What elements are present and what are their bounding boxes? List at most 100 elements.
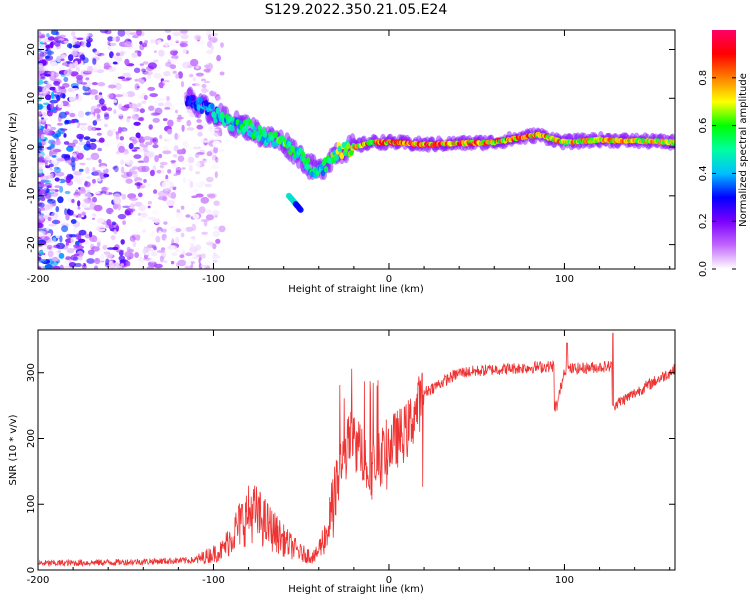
noise-speckle — [39, 53, 45, 58]
snr-frame — [37, 329, 676, 571]
noise-speckle — [180, 232, 185, 238]
noise-speckle — [139, 41, 143, 45]
noise-speckle — [69, 112, 76, 118]
noise-speckle — [108, 148, 114, 156]
noise-speckle — [55, 31, 60, 36]
noise-speckle — [92, 191, 101, 194]
noise-speckle — [190, 236, 196, 240]
noise-speckle — [45, 55, 50, 59]
noise-speckle — [175, 109, 178, 114]
noise-speckle — [124, 158, 130, 164]
noise-speckle — [88, 142, 97, 150]
noise-speckle — [75, 94, 83, 102]
noise-speckle — [180, 30, 188, 34]
noise-speckle — [177, 155, 185, 162]
noise-speckle — [55, 206, 60, 213]
noise-speckle — [140, 212, 148, 218]
colorbar-label: Normalized spectral amplitude — [738, 73, 749, 227]
noise-speckle — [39, 50, 43, 55]
noise-speckle — [107, 45, 112, 51]
noise-speckle — [93, 170, 102, 176]
noise-speckle — [46, 110, 53, 117]
ridge-point — [230, 125, 235, 132]
noise-speckle — [181, 167, 186, 170]
noise-speckle — [49, 99, 58, 104]
noise-speckle — [152, 144, 159, 149]
noise-speckle — [92, 236, 98, 242]
noise-speckle — [67, 142, 76, 148]
noise-speckle — [182, 177, 187, 184]
noise-speckle — [152, 138, 157, 142]
noise-speckle — [39, 189, 46, 195]
noise-speckle — [194, 161, 201, 169]
noise-speckle — [160, 161, 168, 166]
noise-speckle — [138, 261, 146, 268]
noise-speckle — [50, 91, 55, 99]
spectrogram-ytick-label: -10 — [26, 188, 37, 204]
noise-speckle — [44, 128, 52, 136]
noise-speckle — [124, 251, 132, 258]
noise-speckle — [92, 196, 97, 203]
noise-speckle — [119, 259, 126, 263]
noise-speckle — [76, 152, 84, 160]
noise-speckle — [185, 214, 191, 218]
noise-speckle — [108, 66, 116, 73]
noise-speckle — [60, 216, 65, 224]
noise-speckle — [92, 58, 97, 65]
noise-speckle — [45, 44, 51, 49]
noise-speckle — [215, 156, 219, 163]
ridge-point — [257, 124, 262, 132]
noise-speckle — [146, 233, 152, 240]
noise-speckle — [76, 133, 85, 140]
noise-speckle — [106, 219, 112, 226]
noise-speckle — [115, 225, 120, 232]
noise-speckle — [50, 191, 59, 197]
noise-speckle — [134, 78, 139, 82]
noise-speckle — [188, 164, 193, 172]
noise-speckle — [203, 220, 208, 227]
noise-speckle — [78, 110, 85, 118]
ridge-point — [306, 157, 311, 164]
noise-speckle — [58, 66, 65, 71]
noise-speckle — [40, 196, 46, 202]
noise-speckle — [98, 159, 102, 164]
noise-speckle — [61, 40, 65, 44]
noise-speckle — [174, 249, 180, 252]
noise-speckle — [131, 136, 138, 140]
noise-speckle — [163, 84, 171, 91]
noise-speckle — [162, 150, 172, 155]
noise-speckle — [133, 67, 141, 74]
snr-ylabel: SNR (10 * v/v) — [8, 414, 19, 485]
noise-speckle — [118, 145, 125, 153]
noise-speckle — [216, 95, 222, 101]
noise-speckle — [78, 255, 83, 261]
noise-speckle — [138, 216, 144, 222]
noise-speckle — [173, 173, 178, 177]
noise-speckle — [93, 265, 99, 269]
noise-speckle — [126, 171, 133, 177]
noise-speckle — [137, 160, 145, 163]
snr-ytick-label: 300 — [26, 363, 37, 382]
spectrogram-xtick-label: 0 — [386, 274, 392, 285]
noise-speckle — [107, 84, 117, 89]
noise-speckle — [158, 190, 167, 198]
noise-speckle — [57, 100, 64, 109]
noise-speckle — [51, 155, 57, 158]
noise-speckle — [38, 74, 41, 81]
noise-speckle — [53, 244, 61, 249]
noise-speckle — [51, 133, 59, 138]
noise-speckle — [80, 126, 87, 131]
noise-speckle — [206, 30, 212, 37]
chart-title: S129.2022.350.21.05.E24 — [265, 2, 448, 18]
noise-speckle — [48, 223, 57, 227]
noise-speckle — [65, 123, 74, 127]
noise-speckle — [177, 114, 182, 118]
ridge-point — [210, 103, 215, 110]
noise-speckle — [161, 170, 165, 174]
noise-speckle — [201, 87, 208, 94]
noise-speckle — [73, 171, 82, 176]
noise-speckle — [40, 117, 45, 120]
noise-speckle — [175, 228, 182, 233]
noise-speckle — [58, 111, 67, 119]
noise-speckle — [122, 220, 126, 226]
